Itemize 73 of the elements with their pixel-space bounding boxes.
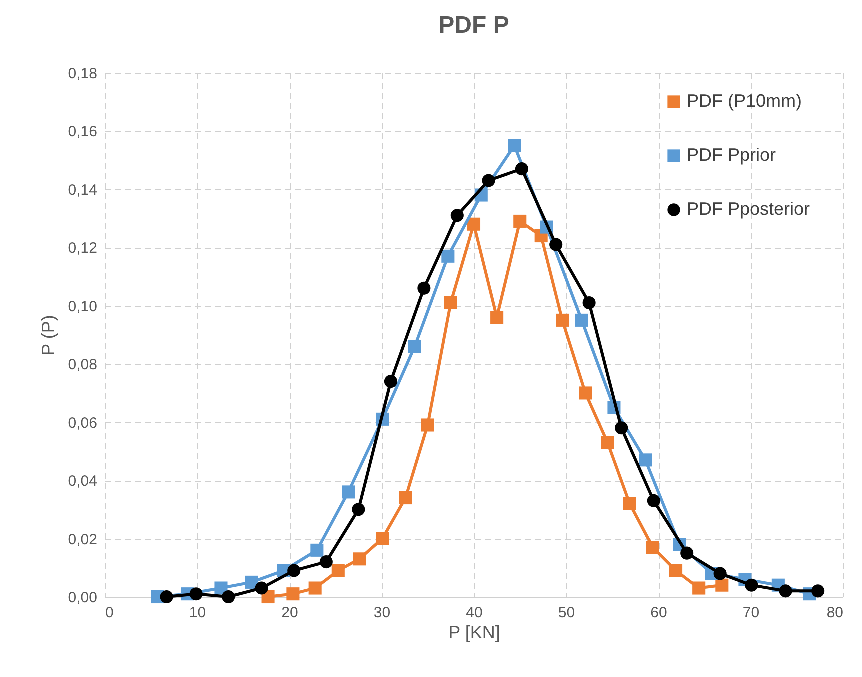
point xyxy=(245,576,258,589)
point xyxy=(582,296,596,310)
point xyxy=(442,250,455,263)
point xyxy=(680,546,694,560)
y-tick-label: 0,12 xyxy=(68,240,98,258)
point xyxy=(601,436,614,450)
point xyxy=(352,503,366,516)
point xyxy=(550,238,563,252)
legend-label: PDF Pprior xyxy=(687,145,776,165)
point xyxy=(160,590,174,604)
point xyxy=(255,582,268,595)
x-tick-label: 10 xyxy=(189,604,206,622)
point xyxy=(714,567,727,580)
point xyxy=(308,582,322,595)
y-tick-label: 0,02 xyxy=(68,531,98,548)
point xyxy=(421,418,434,432)
point xyxy=(623,497,636,510)
legend-label: PDF (P10mm) xyxy=(687,91,802,111)
point xyxy=(646,540,660,554)
point xyxy=(575,314,588,327)
point xyxy=(515,162,528,176)
x-tick-label: 0 xyxy=(106,604,114,622)
y-tick-label: 0,10 xyxy=(68,298,98,316)
point xyxy=(408,340,422,354)
point xyxy=(716,578,729,592)
point xyxy=(579,386,592,400)
point xyxy=(615,422,628,435)
point xyxy=(399,492,412,505)
y-tick-label: 0,16 xyxy=(68,124,98,141)
x-tick-label: 30 xyxy=(374,604,391,622)
y-tick-label: 0,00 xyxy=(68,590,98,606)
point xyxy=(190,588,203,601)
point xyxy=(670,564,683,578)
chart-title: PDF P xyxy=(438,12,510,39)
y-tick-label: 0,08 xyxy=(68,356,98,374)
point xyxy=(286,588,300,601)
point xyxy=(418,282,431,295)
point xyxy=(692,582,706,595)
point xyxy=(353,552,366,566)
point xyxy=(288,564,301,578)
point xyxy=(812,584,825,598)
x-tick-label: 40 xyxy=(466,604,483,622)
point xyxy=(342,486,356,499)
point xyxy=(450,209,464,222)
point xyxy=(376,532,390,546)
point xyxy=(332,564,345,578)
point xyxy=(310,544,324,557)
point xyxy=(467,218,481,231)
point xyxy=(222,590,236,604)
y-axis-title: P (P) xyxy=(38,315,58,356)
x-tick-label: 60 xyxy=(650,604,668,622)
x-axis-title: P [KN] xyxy=(448,622,500,642)
x-tick-label: 50 xyxy=(558,604,576,622)
point xyxy=(745,578,758,592)
point xyxy=(384,375,398,388)
point xyxy=(647,494,660,508)
point xyxy=(482,174,496,188)
y-tick-label: 0,04 xyxy=(68,473,98,490)
point xyxy=(444,296,458,310)
legend-label: PDF Pposterior xyxy=(687,199,810,219)
x-tick-label: 70 xyxy=(742,604,760,622)
x-tick-label: 20 xyxy=(282,604,298,622)
point xyxy=(514,214,527,228)
point xyxy=(490,311,504,324)
y-tick-label: 0,18 xyxy=(68,66,98,82)
x-tick-label: 80 xyxy=(826,604,844,622)
y-tick-label: 0,14 xyxy=(68,182,98,199)
point xyxy=(556,314,570,327)
point xyxy=(320,556,333,569)
point xyxy=(779,584,792,598)
y-tick-label: 0,06 xyxy=(68,414,98,432)
point xyxy=(508,139,522,152)
point xyxy=(639,454,652,467)
